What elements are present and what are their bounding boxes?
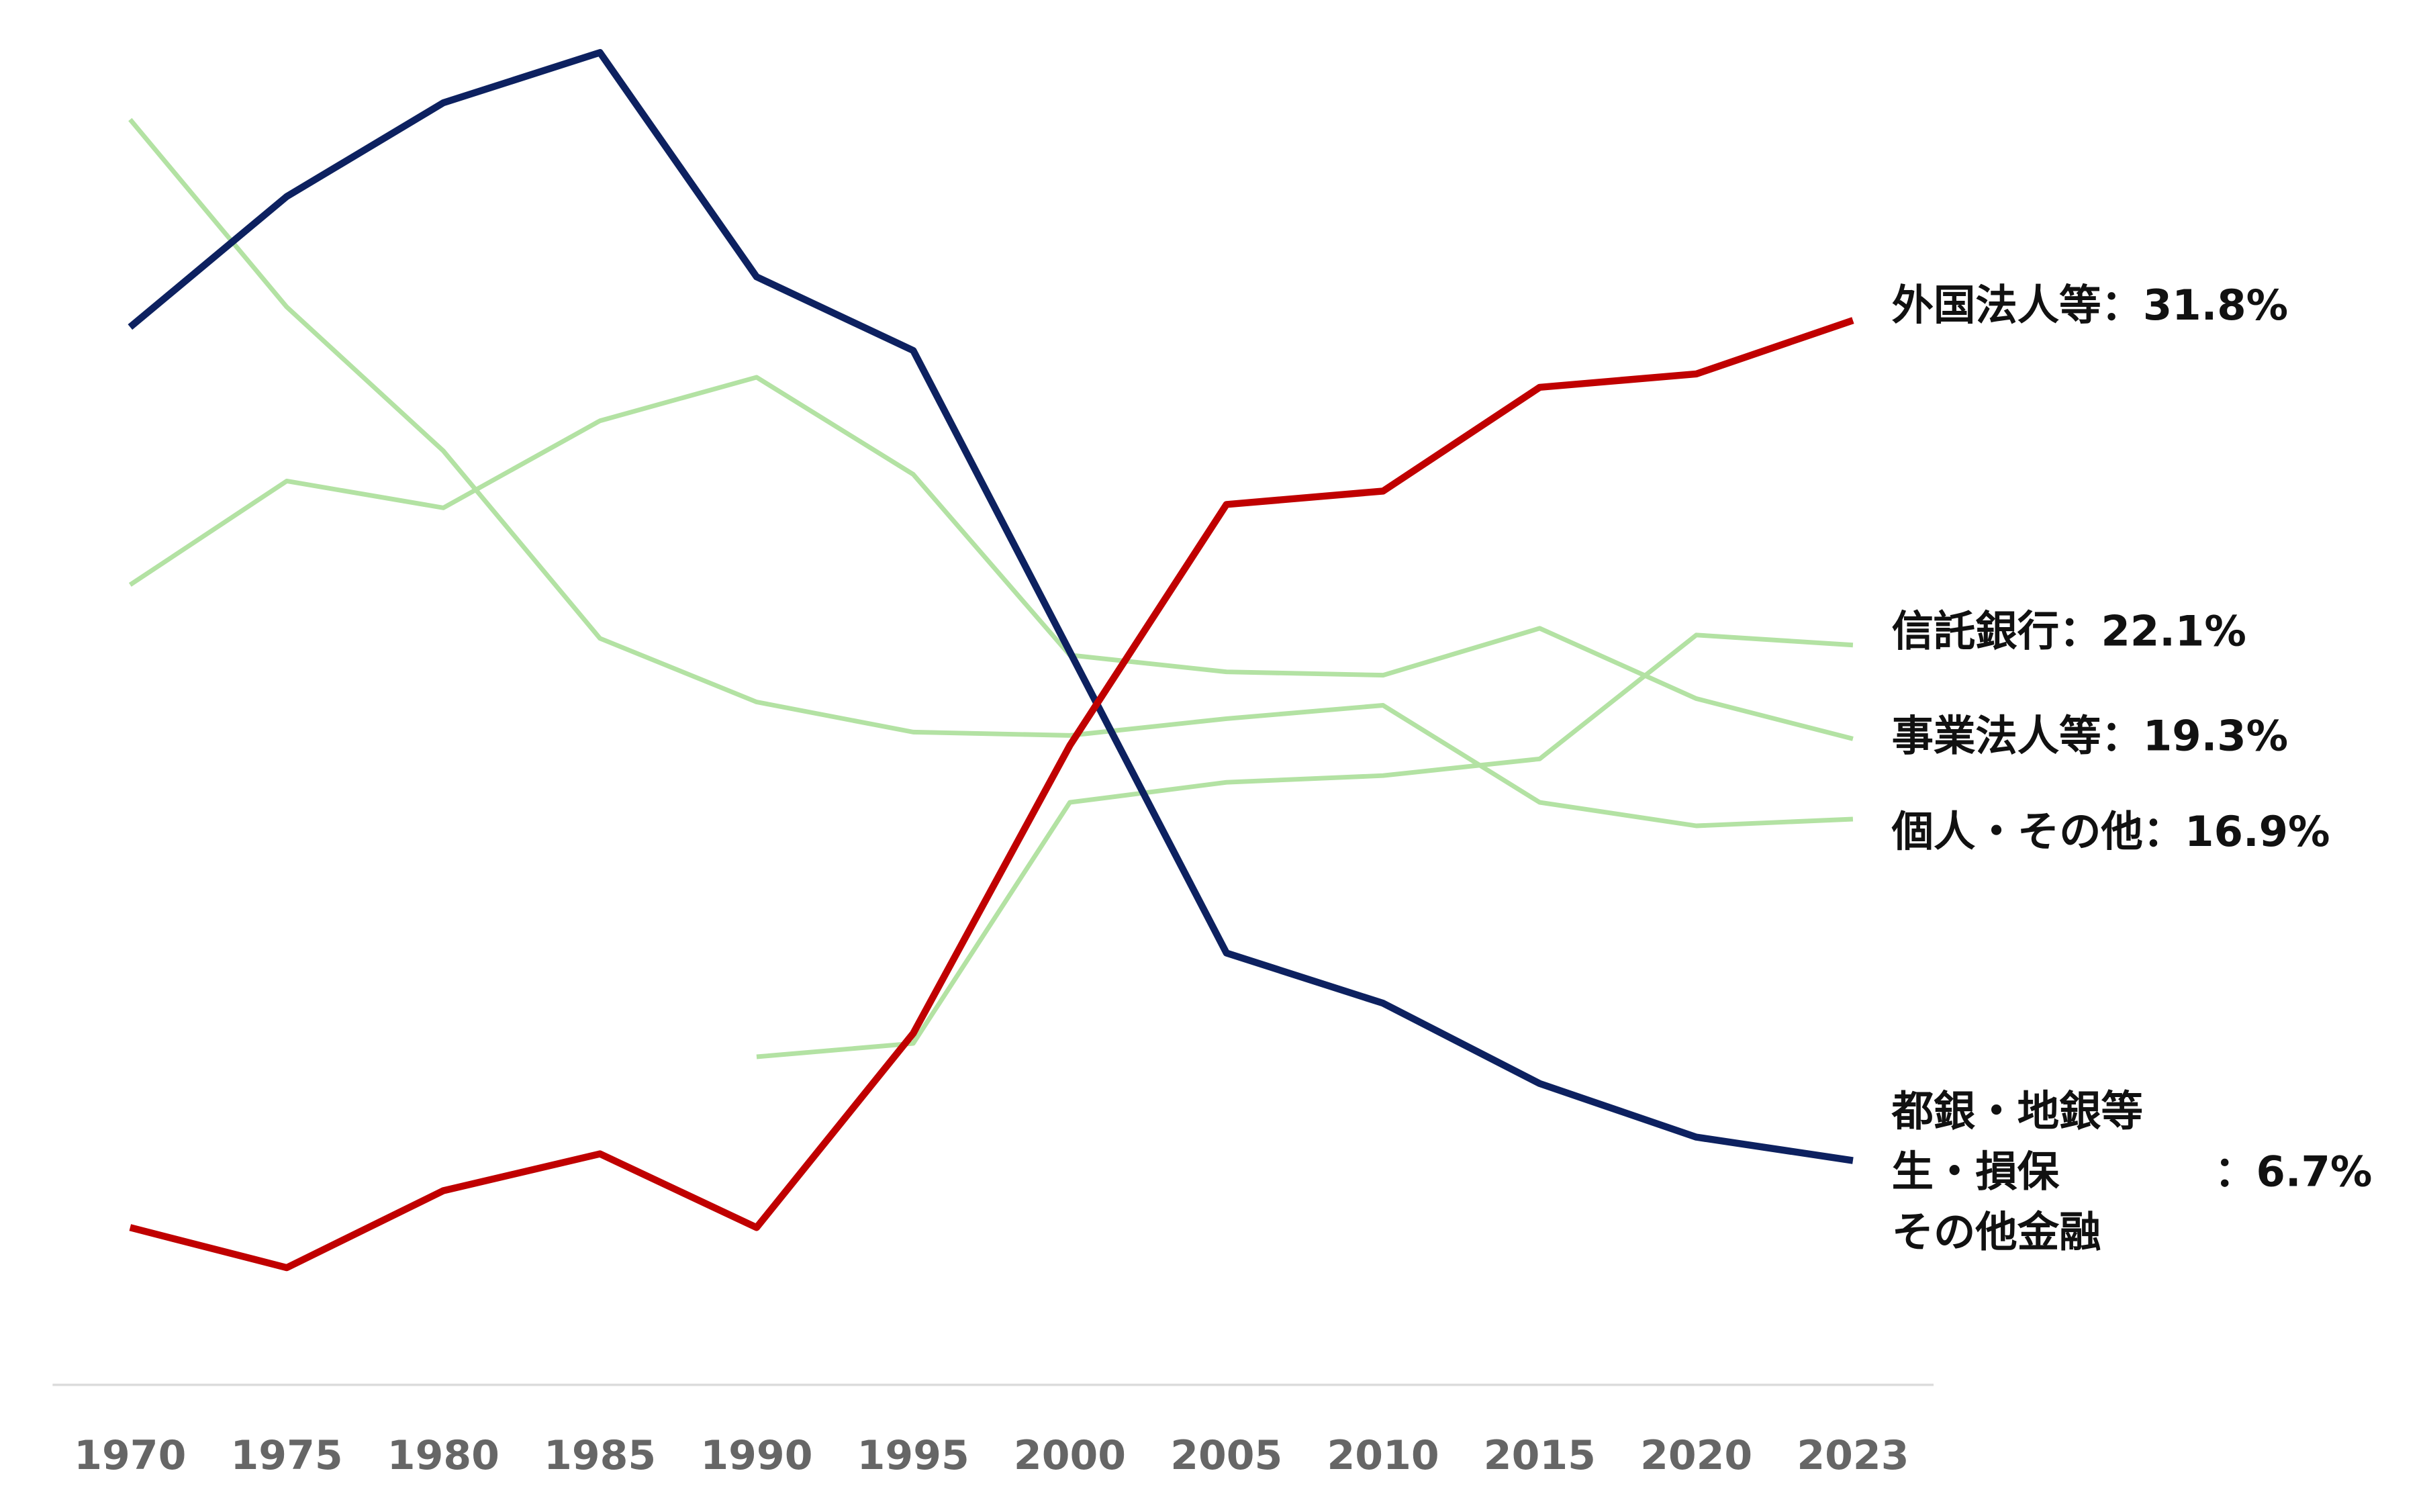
end-label: 信託銀行：22.1% bbox=[1892, 607, 2246, 656]
end-label: その他金融 bbox=[1892, 1208, 2101, 1257]
end-label: 生・損保 bbox=[1892, 1147, 2060, 1196]
x-tick-label: 2023 bbox=[1797, 1432, 1909, 1479]
end-label: 都銀・地銀等 bbox=[1891, 1086, 2143, 1135]
end-label: 事業法人等：19.3% bbox=[1892, 711, 2288, 760]
x-tick-label: 1980 bbox=[387, 1432, 500, 1479]
x-tick-label: 2005 bbox=[1170, 1432, 1282, 1479]
series-line bbox=[756, 632, 1854, 1059]
series-line bbox=[128, 117, 1854, 829]
x-tick-label: 2010 bbox=[1327, 1432, 1439, 1479]
series-line bbox=[128, 49, 1854, 1164]
x-tick-label: 1990 bbox=[700, 1432, 812, 1479]
end-label: 外国法人等：31.8% bbox=[1892, 281, 2288, 330]
end-label-value: ：6.7% bbox=[2214, 1147, 2372, 1196]
x-tick-label: 2020 bbox=[1640, 1432, 1752, 1479]
end-label: 個人・その他：16.9% bbox=[1891, 807, 2330, 856]
x-tick-label: 2015 bbox=[1484, 1432, 1596, 1479]
x-tick-label: 1975 bbox=[231, 1432, 343, 1479]
x-tick-label: 2000 bbox=[1014, 1432, 1126, 1479]
series-line bbox=[129, 317, 1854, 1272]
x-tick-label: 1985 bbox=[544, 1432, 656, 1479]
x-tick-label: 1995 bbox=[857, 1432, 969, 1479]
series-line bbox=[128, 375, 1854, 741]
x-tick-label: 1970 bbox=[74, 1432, 186, 1479]
